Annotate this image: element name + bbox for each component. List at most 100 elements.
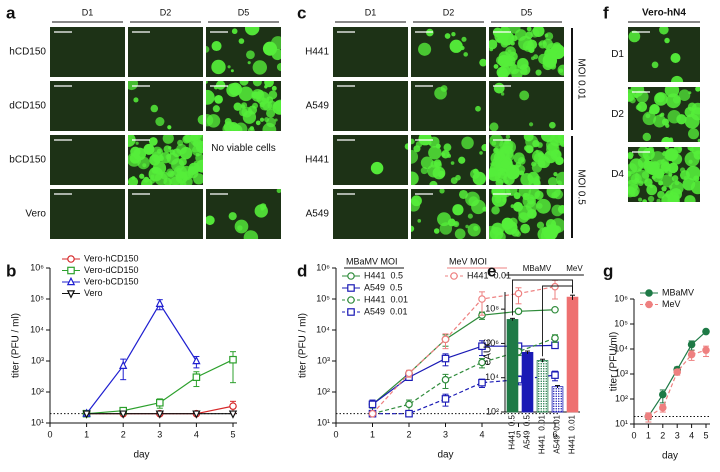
fluorescent-cells xyxy=(237,225,243,231)
fluorescent-cells xyxy=(133,97,139,103)
row-label: D2 xyxy=(611,109,624,120)
fluorescent-cells xyxy=(628,170,632,177)
group-label: MOI 0.5 xyxy=(575,169,586,205)
fluorescent-cells xyxy=(557,205,564,214)
legend-marker xyxy=(645,289,653,297)
fluorescent-cells xyxy=(549,121,556,129)
fluorescent-cells xyxy=(511,228,520,237)
panel-label: g xyxy=(603,261,613,280)
fluorescent-cells xyxy=(211,59,226,75)
error-bar xyxy=(525,350,530,355)
x-tick-label: A549 0.5 xyxy=(523,414,532,449)
fluorescent-cells xyxy=(252,60,268,75)
fluorescent-cells xyxy=(243,230,259,239)
x-tick-label: H441 0.5 xyxy=(508,414,517,449)
bar xyxy=(566,296,579,413)
legend-label: Vero xyxy=(84,288,103,298)
fluorescent-cells xyxy=(553,225,562,234)
fluorescent-cells xyxy=(475,105,481,112)
y-tick-label: 10⁶ xyxy=(485,338,499,348)
fluorescent-cells xyxy=(556,180,563,185)
micrograph xyxy=(411,135,486,185)
y-tick-label: 10² xyxy=(317,386,330,396)
marker xyxy=(156,398,164,407)
marker xyxy=(192,410,201,419)
fluorescent-cells xyxy=(495,178,504,185)
fluorescent-cells xyxy=(667,109,681,124)
micrograph xyxy=(128,27,203,77)
micrograph xyxy=(206,81,281,131)
y-tick-label: 10⁶ xyxy=(614,293,628,303)
legend-label: H441 0.01 xyxy=(364,294,408,304)
fluorescent-cells xyxy=(128,81,139,91)
fluorescent-cells xyxy=(508,217,518,227)
fluorescent-cells xyxy=(252,81,262,87)
fluorescent-cells xyxy=(427,164,441,178)
fluorescent-cells xyxy=(510,204,515,209)
fluorescent-cells xyxy=(629,97,636,104)
marker xyxy=(405,400,413,409)
fluorescent-cells xyxy=(182,135,192,144)
fluorescent-cells xyxy=(162,135,174,144)
y-axis-label: titer (PFU / ml) xyxy=(11,313,22,378)
series-line xyxy=(372,344,556,405)
fluorescent-cells xyxy=(255,120,261,126)
fluorescent-cells xyxy=(458,189,468,199)
error-bar xyxy=(510,317,515,321)
marker xyxy=(702,327,710,336)
micrograph xyxy=(128,135,203,185)
y-tick-label: 10¹ xyxy=(615,418,628,428)
fluorescent-cells xyxy=(644,178,653,187)
fluorescent-cells xyxy=(517,58,529,70)
fluorescent-cells xyxy=(678,89,691,101)
fluorescent-cells xyxy=(630,87,645,97)
significance-bracket xyxy=(542,285,573,357)
fluorescent-cells xyxy=(638,197,643,202)
fluorescent-cells xyxy=(661,185,667,192)
marker xyxy=(155,410,164,419)
micrograph xyxy=(206,27,281,77)
panel-label: f xyxy=(603,3,609,22)
x-tick-label: H441 0.01 xyxy=(568,414,577,454)
micrograph-bg xyxy=(50,81,125,131)
fluorescent-cells xyxy=(370,161,384,175)
fluorescent-cells xyxy=(444,33,451,39)
fluorescent-cells xyxy=(537,227,552,239)
legend-marker xyxy=(66,290,76,299)
marker xyxy=(192,373,201,382)
row-label: A549 xyxy=(306,209,330,220)
row-label: bCD150 xyxy=(9,155,46,166)
fluorescent-cells xyxy=(411,225,415,232)
fluorescent-cells xyxy=(536,221,545,229)
fluorescent-cells xyxy=(508,27,521,34)
fluorescent-cells xyxy=(231,124,243,131)
fluorescent-cells xyxy=(479,58,486,67)
legend-marker xyxy=(347,284,355,292)
micrograph xyxy=(411,81,486,131)
fluorescent-cells xyxy=(557,135,564,141)
fluorescent-cells xyxy=(212,105,220,113)
fluorescent-cells xyxy=(494,231,506,239)
fluorescent-cells xyxy=(523,192,528,198)
fluorescent-cells xyxy=(490,162,495,166)
fluorescent-cells xyxy=(206,45,210,53)
fluorescent-cells xyxy=(628,30,641,43)
y-tick-label: 10⁶ xyxy=(30,262,44,272)
legend-label: Vero-dCD150 xyxy=(84,265,139,275)
fluorescent-cells xyxy=(154,172,168,185)
fluorescent-cells xyxy=(489,47,494,52)
bar xyxy=(551,386,564,413)
legend-label: Vero-bCD150 xyxy=(84,276,139,286)
legend-label: A549 0.01 xyxy=(364,306,408,316)
fluorescent-cells xyxy=(461,36,467,42)
fluorescent-cells xyxy=(159,152,172,164)
fluorescent-cells xyxy=(518,205,534,221)
micrograph-bg xyxy=(128,27,203,77)
y-tick-label: 10³ xyxy=(31,355,44,365)
x-tick-label: 6 xyxy=(552,429,557,439)
fluorescent-cells xyxy=(537,152,544,158)
fluorescent-cells xyxy=(227,65,231,69)
fluorescent-cells xyxy=(491,206,500,215)
